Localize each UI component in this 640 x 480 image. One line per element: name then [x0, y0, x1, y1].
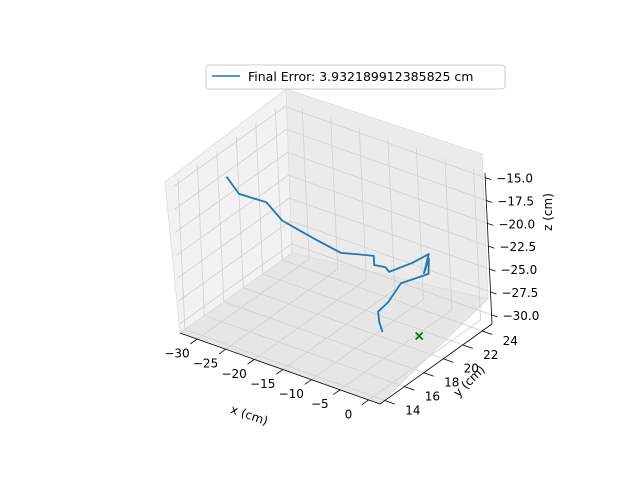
grid-lines	[172, 106, 492, 401]
x-tick-label: −25	[193, 357, 218, 371]
legend: Final Error: 3.932189912385825 cm	[205, 64, 506, 90]
x-tick-label: −30	[164, 346, 189, 360]
z-tick-mark	[486, 200, 493, 203]
legend-box	[205, 64, 506, 90]
y-tick-mark	[443, 358, 454, 363]
z-grid-line	[179, 243, 492, 325]
y-tick-mark	[423, 372, 434, 377]
trajectory-line-0	[225, 176, 430, 333]
x-tick-mark	[218, 348, 226, 355]
y-tick-label: 14	[405, 403, 420, 417]
y-tick-mark	[462, 344, 473, 349]
x-tick-label: −15	[250, 377, 275, 391]
z-grid-line	[177, 197, 490, 279]
z-axis-label: z (cm)	[541, 193, 555, 231]
z-tick-label: −27.5	[502, 286, 539, 300]
z-tick-label: −20.0	[498, 217, 535, 231]
y-tick-mark	[482, 330, 493, 335]
axes-panes	[164, 88, 489, 405]
y-axis-line	[379, 323, 493, 405]
x-axis-line	[179, 332, 381, 405]
plot-series	[225, 176, 430, 341]
z-tick-label: −22.5	[499, 240, 536, 254]
y-tick-label: 22	[483, 348, 498, 362]
z-tick-mark	[485, 177, 492, 180]
y-tick-mark	[384, 400, 396, 405]
x-tick-label: 0	[345, 407, 353, 421]
z-tick-mark	[488, 245, 495, 249]
y-tick-label: 20	[464, 362, 479, 376]
z-grid-line	[178, 220, 491, 302]
x-tick-label: −10	[279, 387, 304, 401]
axis-lines	[179, 172, 498, 406]
x-tick-label: −20	[221, 367, 246, 381]
x-tick-mark	[275, 369, 284, 375]
x-tick-mark	[304, 379, 312, 385]
z-tick-label: −17.5	[497, 194, 534, 208]
x-tick-mark	[361, 399, 369, 406]
z-tick-label: −25.0	[500, 263, 537, 277]
z-grid-line	[172, 106, 486, 187]
z-tick-mark	[491, 314, 498, 318]
z-tick-label: −30.0	[503, 309, 540, 323]
x-tick-label: −5	[311, 397, 329, 411]
z-tick-mark	[490, 291, 497, 295]
x-tick-mark	[190, 338, 198, 345]
x-tick-mark	[247, 359, 255, 365]
x-tick-mark	[333, 389, 341, 395]
z-grid-line	[174, 128, 487, 210]
y-tick-mark	[404, 386, 415, 391]
legend-entry-0: Final Error: 3.932189912385825 cm	[248, 69, 473, 84]
z-tick-label: −15.0	[496, 172, 533, 186]
x-axis-label: x (cm)	[229, 402, 270, 428]
target-x-marker	[415, 331, 424, 341]
tick-labels: −30 −25−20 −15 −10 −5 0 14 16 18 20 22 24 −30.0 −27.5…	[164, 172, 539, 422]
z-tick-mark	[487, 222, 494, 226]
y-tick-label: 24	[503, 334, 518, 348]
y-tick-label: 16	[425, 390, 440, 404]
z-grid-line	[175, 151, 488, 233]
z-tick-mark	[489, 268, 496, 272]
z-axis-line	[484, 172, 493, 325]
y-tick-label: 18	[444, 376, 459, 390]
z-grid-line	[176, 174, 489, 256]
